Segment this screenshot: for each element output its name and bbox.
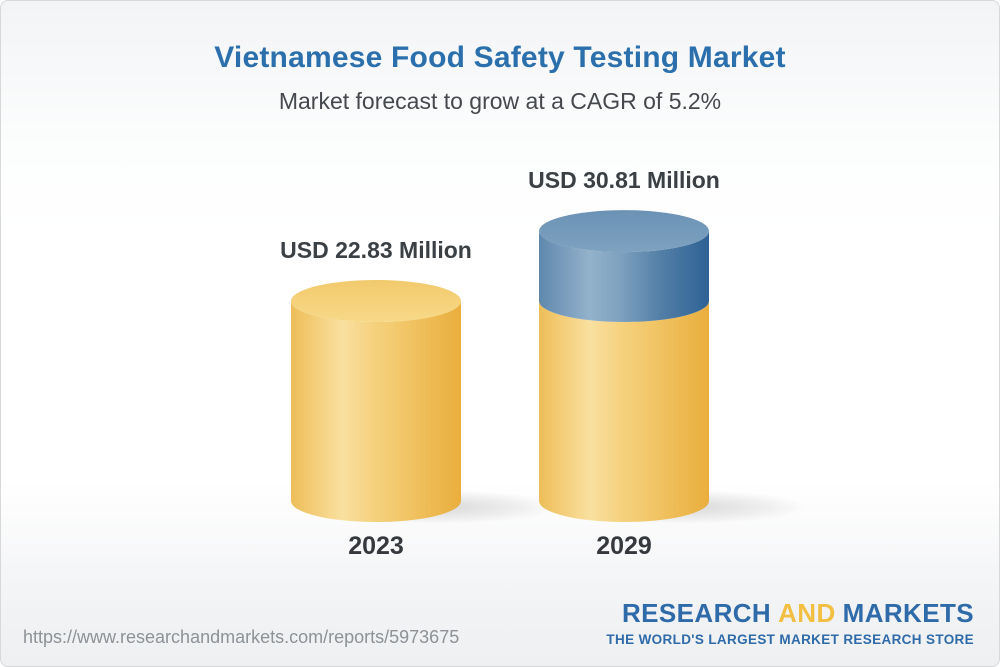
chart-subtitle: Market forecast to grow at a CAGR of 5.2…: [278, 88, 722, 114]
category-label-2023: 2023: [348, 532, 404, 560]
value-label-2029: USD 30.81 Million: [528, 167, 720, 193]
value-label-2023: USD 22.83 Million: [280, 237, 472, 263]
cylinder-2023-top: [291, 280, 461, 322]
logo-word-research: RESEARCH: [622, 598, 772, 628]
logo-word-markets: MARKETS: [842, 598, 974, 628]
cylinder-2029-top: [539, 210, 709, 253]
logo-tagline: THE WORLD'S LARGEST MARKET RESEARCH STOR…: [606, 632, 974, 647]
cylinder-2029-growth-side: [539, 231, 709, 322]
researchandmarkets-logo: RESEARCH AND MARKETS THE WORLD'S LARGEST M…: [606, 598, 974, 647]
category-label-2029: 2029: [596, 532, 652, 560]
logo-wordmark: RESEARCH AND MARKETS: [606, 598, 974, 629]
cylinder-2023-side: [291, 301, 461, 522]
logo-word-and: AND: [778, 598, 836, 628]
source-url: https://www.researchandmarkets.com/repor…: [23, 627, 460, 647]
cylinder-2029-base-side: [539, 301, 709, 522]
chart-title: Vietnamese Food Safety Testing Market: [214, 41, 786, 74]
